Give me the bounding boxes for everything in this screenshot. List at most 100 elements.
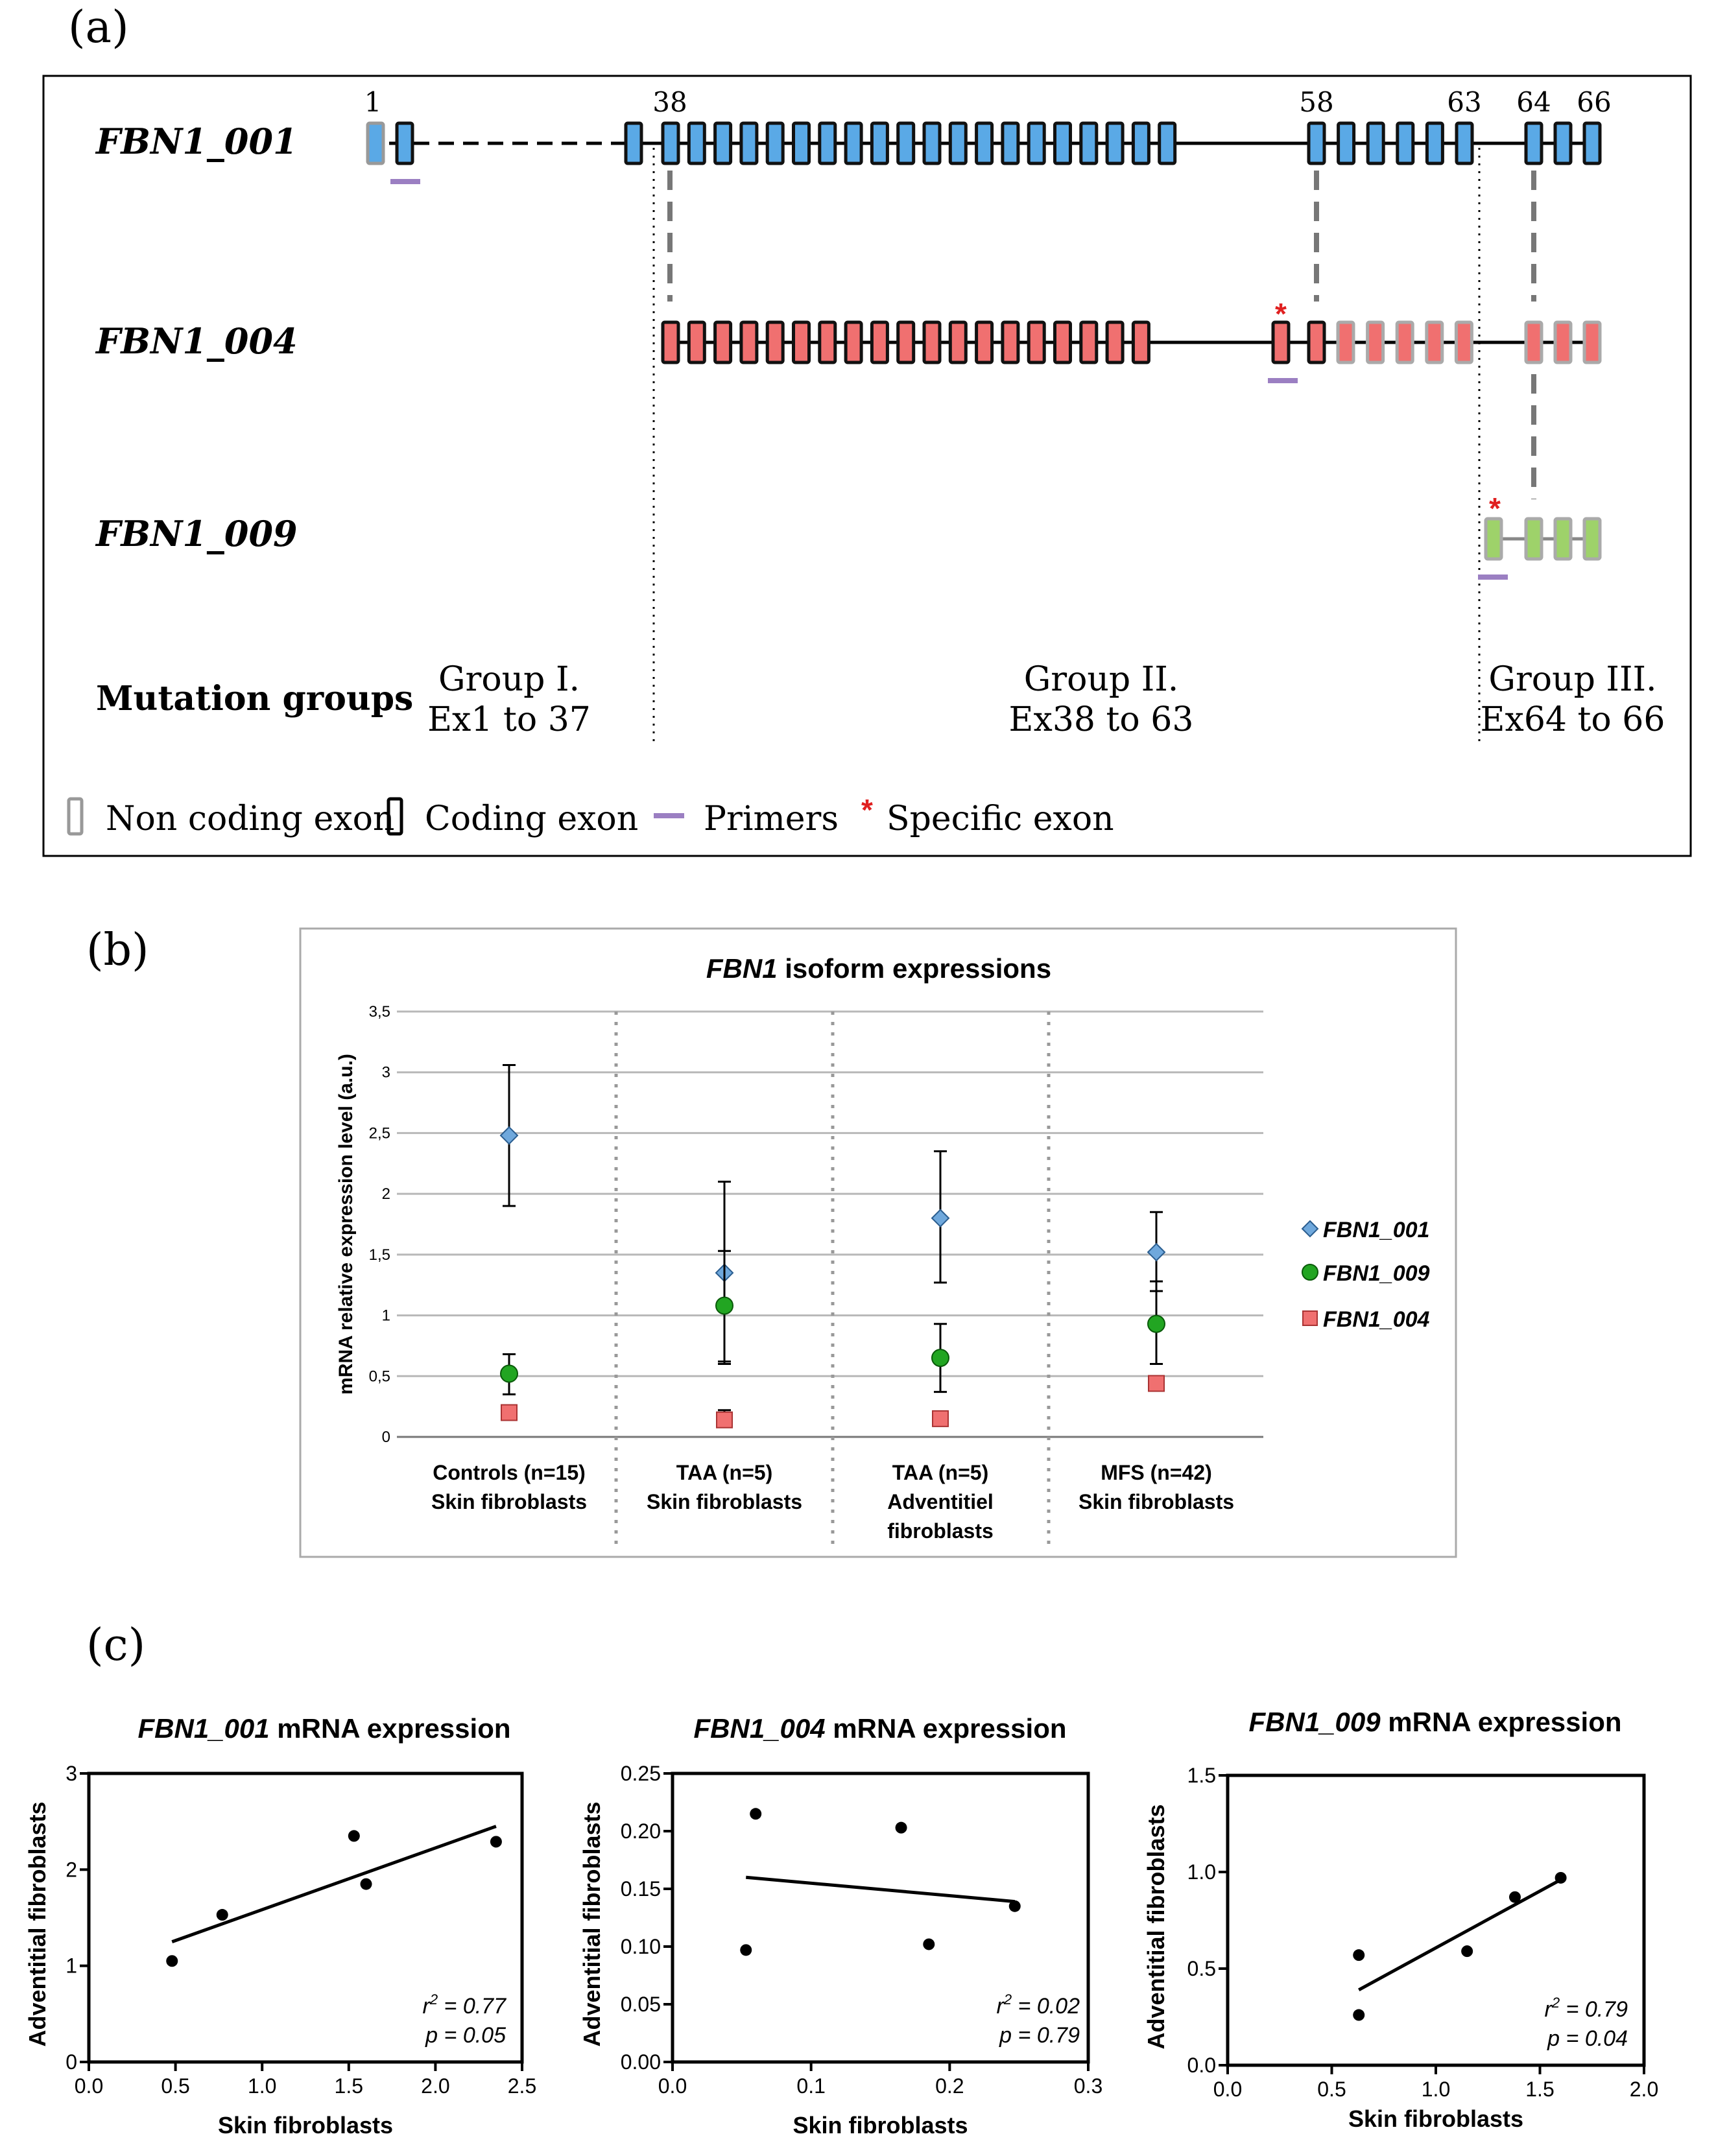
group-3-range: Ex64 to 66 <box>1481 700 1665 739</box>
exon-001-54 <box>1079 121 1099 165</box>
exon-001-38 <box>661 121 680 165</box>
y-tick-label-1: 0,5 <box>369 1368 390 1385</box>
y-axis-label: mRNA relative expression level (a.u.) <box>335 1054 357 1395</box>
panel-b-title: FBN1 isoform expressions <box>706 953 1051 984</box>
exon-001-64 <box>1524 121 1543 165</box>
data-point-3 <box>1508 1891 1521 1903</box>
isoform-connectors <box>667 171 1536 499</box>
plot-title-italic: FBN1_009 <box>1249 1707 1381 1737</box>
exon-001-58 <box>1307 121 1326 165</box>
exon-004-46 <box>870 320 889 364</box>
x-tick-label-4: 2.0 <box>1630 2078 1658 2101</box>
data-point-1 <box>216 1909 228 1921</box>
exon-004-42 <box>765 320 785 364</box>
data-point-4 <box>490 1836 502 1848</box>
y-axis-label: Adventitial fibroblasts <box>24 1801 51 2046</box>
exon-001-46 <box>870 121 889 165</box>
exon-004-nc-65 <box>1553 320 1573 364</box>
y-tick-label-0: 0.00 <box>621 2050 661 2074</box>
plot-title: FBN1_001 mRNA expression <box>138 1713 511 1744</box>
plot-title-italic: FBN1_001 <box>138 1713 270 1744</box>
exon-004-50 <box>975 320 994 364</box>
exon-001-42 <box>765 121 785 165</box>
panel-a-legend: Non coding exon Coding exon Primers * Sp… <box>67 793 1114 838</box>
x-tick-label-2: 1.0 <box>1422 2078 1450 2101</box>
plot-title: FBN1_009 mRNA expression <box>1249 1707 1622 1737</box>
panel-b-title-rest: isoform expressions <box>778 953 1051 984</box>
exon-004-38 <box>661 320 680 364</box>
y-tick-label-3: 1.5 <box>1187 1764 1216 1787</box>
y-tick-label-3: 0.15 <box>621 1877 661 1901</box>
category-label-1-0: TAA (n=5) <box>676 1461 772 1484</box>
specific-marker-009: * <box>1489 492 1501 525</box>
point-FBN1_001-0 <box>499 1126 519 1145</box>
y-tick-label-1: 1 <box>66 1954 77 1978</box>
exon-number-64: 64 <box>1516 86 1551 118</box>
data-point-1 <box>1353 2009 1365 2021</box>
r-squared-annotation: r2 = 0.02 <box>997 1991 1080 2019</box>
exon-004-41 <box>739 320 759 364</box>
x-tick-label-0: 0.0 <box>75 2074 103 2098</box>
exon-001-65 <box>1553 121 1573 165</box>
regression-line <box>171 1825 497 1943</box>
point-FBN1_004-1 <box>716 1411 733 1428</box>
y-tick-label-1: 0.05 <box>621 1993 661 2016</box>
exon-004-nc-66 <box>1582 320 1602 364</box>
r-squared-value: = 0.02 <box>1012 1994 1080 2019</box>
exon-009-nc-65 <box>1553 517 1573 561</box>
exon-number-58: 58 <box>1299 86 1333 118</box>
data-point-3 <box>923 1938 935 1950</box>
data-point-3 <box>360 1878 372 1890</box>
x-tick-label-2: 0.2 <box>935 2074 964 2098</box>
category-label-2-0: TAA (n=5) <box>892 1461 988 1484</box>
panel-b-chart: 0 0,5 1 1,5 2 2,5 3 3,5 mRNA relative expression… <box>335 1003 1430 1545</box>
category-label-1-1: Skin fibroblasts <box>647 1490 802 1513</box>
x-tick-label-0: 0.0 <box>658 2074 687 2098</box>
exon-004-45 <box>844 320 863 364</box>
exon-001-44 <box>818 121 837 165</box>
plot-title-italic: FBN1_004 <box>694 1713 826 1744</box>
exon-001-52 <box>1027 121 1046 165</box>
legend-label-0: FBN1_001 <box>1323 1218 1429 1242</box>
y-tick-label-1: 0.5 <box>1187 1957 1216 1980</box>
x-tick-label-1: 0.5 <box>161 2074 189 2098</box>
exon-004-nc-64 <box>1524 320 1543 364</box>
exon-004-43 <box>792 320 811 364</box>
exon-001-59 <box>1337 121 1356 165</box>
exon-004-nc-59 <box>1336 320 1355 364</box>
exon-number-63: 63 <box>1447 86 1481 118</box>
category-label-0-0: Controls (n=15) <box>433 1461 586 1484</box>
panel-b-title-italic: FBN1 <box>706 953 778 984</box>
exon-001-39 <box>687 121 706 165</box>
r-squared-annotation: r2 = 0.77 <box>423 1991 507 2019</box>
data-point-1 <box>750 1808 762 1820</box>
exon-001-49 <box>948 121 968 165</box>
legend-specific-label: Specific exon <box>887 800 1114 838</box>
exon-004-nc-63 <box>1454 320 1473 364</box>
exon-001-41 <box>739 121 759 165</box>
mutation-groups-label: Mutation groups <box>96 679 413 718</box>
p-value-annotation: p = 0.05 <box>425 2023 506 2048</box>
exon-001-47 <box>896 121 916 165</box>
data-point-2 <box>1461 1945 1473 1958</box>
legend-primers-label: Primers <box>704 800 839 838</box>
exon-004-58 <box>1307 320 1326 364</box>
point-FBN1_009-0 <box>500 1364 518 1383</box>
category-label-2-1: Adventitiel <box>887 1490 994 1513</box>
x-tick-label-3: 1.5 <box>335 2074 363 2098</box>
exon-004-nc-61 <box>1395 320 1414 364</box>
legend-noncoding-swatch <box>67 797 84 836</box>
r-squared-value: = 0.79 <box>1560 1997 1628 2022</box>
panel-a-frame <box>42 75 1692 857</box>
panel-b-frame <box>299 927 1457 1558</box>
exon-001-63 <box>1455 121 1474 165</box>
data-point-4 <box>1008 1900 1021 1912</box>
exon-004-53 <box>1053 320 1072 364</box>
r-squared-annotation: r2 = 0.79 <box>1545 1995 1628 2022</box>
exon-number-1: 1 <box>364 86 382 118</box>
point-FBN1_009-2 <box>931 1349 949 1368</box>
exon-001-56 <box>1131 121 1150 165</box>
legend-specific-swatch: * <box>861 793 873 827</box>
r-squared-symbol: r <box>997 1994 1005 2019</box>
